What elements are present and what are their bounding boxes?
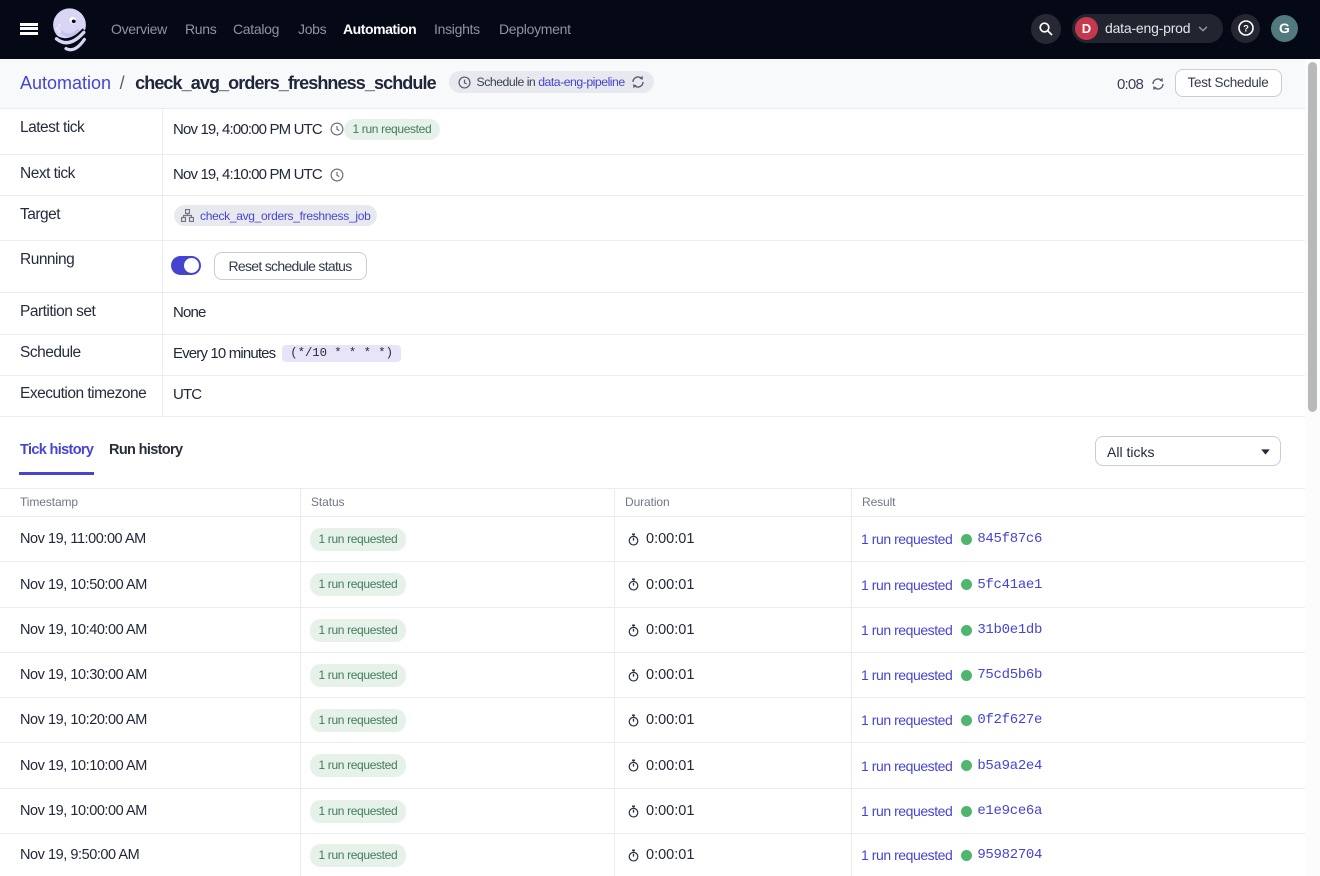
svg-text:?: ? [1243, 24, 1249, 35]
